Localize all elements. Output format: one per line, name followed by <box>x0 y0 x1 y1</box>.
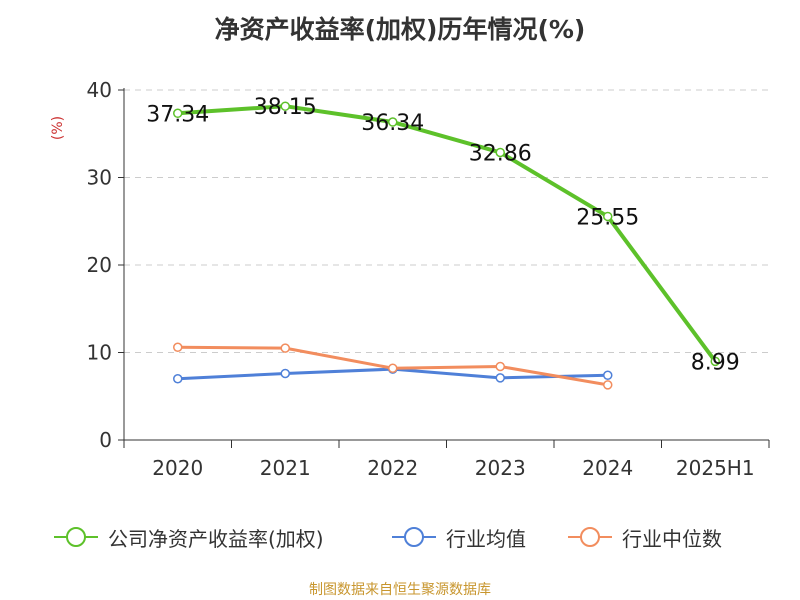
data-point[interactable] <box>603 370 613 380</box>
legend-marker-icon <box>568 527 612 547</box>
x-tick-label: 2025H1 <box>676 456 755 480</box>
y-tick-label: 30 <box>87 166 112 190</box>
legend-marker-icon <box>54 527 98 547</box>
y-tick-label: 0 <box>99 428 112 452</box>
y-tick-label: 40 <box>87 78 112 102</box>
x-tick-label: 2020 <box>152 456 203 480</box>
data-point[interactable] <box>495 361 505 372</box>
series-line <box>177 104 717 363</box>
data-label: 8.99 <box>691 350 740 375</box>
data-point[interactable] <box>173 374 183 384</box>
data-source-note: 制图数据来自恒生聚源数据库 <box>309 582 491 598</box>
chart-title: 净资产收益率(加权)历年情况(%) <box>214 15 586 44</box>
data-point[interactable] <box>388 117 398 127</box>
data-point[interactable] <box>280 343 290 353</box>
x-tick-label: 2024 <box>582 456 633 480</box>
data-point[interactable] <box>280 368 290 379</box>
data-point[interactable] <box>173 342 183 352</box>
data-point[interactable] <box>603 380 613 390</box>
legend-item-company[interactable]: 公司净资产收益率(加权) <box>52 522 324 552</box>
data-point[interactable] <box>388 363 398 373</box>
data-label: 37.34 <box>146 102 209 127</box>
data-point[interactable] <box>173 108 183 119</box>
legend-label: 行业均值 <box>446 526 526 551</box>
data-point[interactable] <box>495 147 505 158</box>
series-lines <box>173 101 720 390</box>
axes: 0 10 20 30 40 2020 2021 2022 2023 2024 2025H1 (%) <box>50 78 770 480</box>
x-tick-label: 2023 <box>475 456 526 480</box>
data-label: 36.34 <box>361 111 424 136</box>
data-labels: 37.34 38.15 36.34 32.86 25.55 8.99 <box>146 95 739 375</box>
y-axis-label: (%) <box>50 116 66 140</box>
legend-item-industry-mean[interactable]: 行业均值 <box>390 522 526 552</box>
data-label: 38.15 <box>254 95 317 120</box>
legend-label: 行业中位数 <box>622 526 722 551</box>
y-tick-label: 20 <box>87 253 112 277</box>
x-tick-label: 2021 <box>260 456 311 480</box>
data-point[interactable] <box>280 101 290 111</box>
x-tick-label: 2022 <box>367 456 418 480</box>
y-tick-label: 10 <box>87 341 112 365</box>
data-label: 25.55 <box>576 205 639 230</box>
grid-lines <box>124 89 769 353</box>
legend: 公司净资产收益率(加权) 行业均值 行业中位数 <box>0 522 800 552</box>
data-label: 32.86 <box>469 141 532 166</box>
legend-marker-icon <box>392 527 436 547</box>
data-point[interactable] <box>495 373 505 383</box>
legend-item-industry-median[interactable]: 行业中位数 <box>566 522 722 552</box>
data-point[interactable] <box>603 211 613 222</box>
data-point[interactable] <box>710 356 720 367</box>
legend-label: 公司净资产收益率(加权) <box>108 526 324 551</box>
